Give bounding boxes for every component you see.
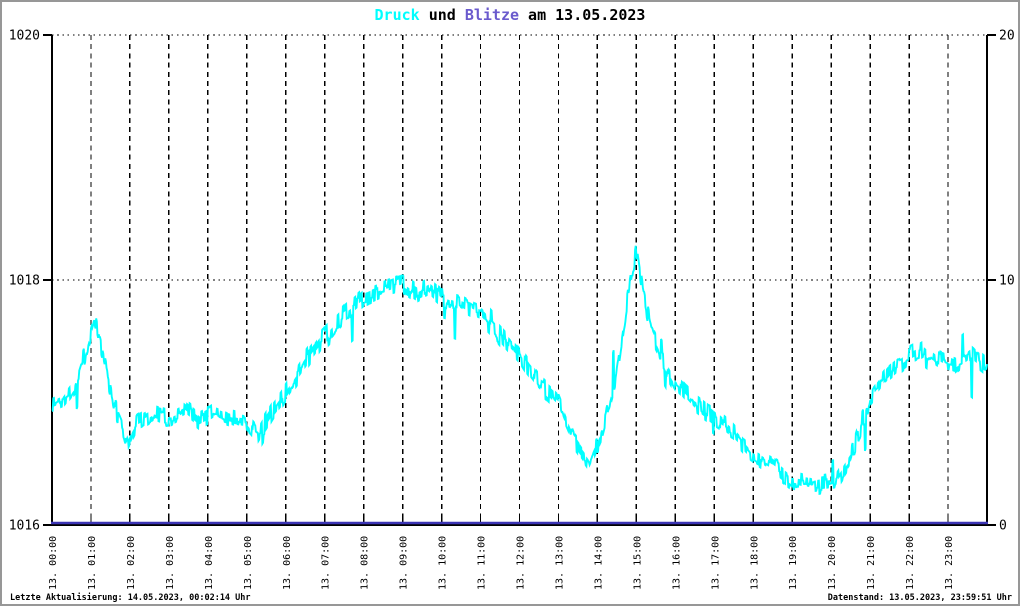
y-axis-left-label: 1020 bbox=[9, 29, 40, 44]
x-tick-label: 13. 16:00 bbox=[671, 536, 682, 590]
x-tick-label: 13. 11:00 bbox=[477, 536, 488, 590]
x-tick-label: 13. 23:00 bbox=[944, 536, 955, 590]
x-tick-label: 13. 00:00 bbox=[48, 536, 59, 590]
x-tick-label: 13. 01:00 bbox=[87, 536, 98, 590]
title-series-blitze-label: Blitze bbox=[464, 6, 520, 24]
x-tick-label: 13. 22:00 bbox=[905, 536, 916, 590]
last-update-text: Letzte Aktualisierung: 14.05.2023, 00:02… bbox=[10, 593, 251, 603]
y-axis-left-label: 1016 bbox=[9, 519, 40, 534]
x-tick-label: 13. 21:00 bbox=[866, 536, 877, 590]
chart-title: Druck und Blitze am 13.05.2023 bbox=[2, 6, 1018, 24]
x-tick-label: 13. 08:00 bbox=[360, 536, 371, 590]
y-axis-right-label: 0 bbox=[999, 519, 1007, 534]
x-tick-label: 13. 06:00 bbox=[282, 536, 293, 590]
x-tick-label: 13. 10:00 bbox=[438, 536, 449, 590]
y-axis-left-label: 1018 bbox=[9, 274, 40, 289]
x-tick-label: 13. 14:00 bbox=[593, 536, 604, 590]
title-conjunction-text: und bbox=[419, 6, 465, 24]
x-tick-label: 13. 07:00 bbox=[321, 536, 332, 590]
pressure-line bbox=[51, 245, 988, 495]
x-tick-label: 13. 19:00 bbox=[788, 536, 799, 590]
title-series-druck-label: Druck bbox=[374, 6, 420, 24]
x-tick-label: 13. 20:00 bbox=[827, 536, 838, 590]
y-axis-right-label: 10 bbox=[999, 274, 1015, 289]
x-tick-label: 13. 04:00 bbox=[204, 536, 215, 590]
x-tick-label: 13. 03:00 bbox=[165, 536, 176, 590]
x-tick-label: 13. 17:00 bbox=[710, 536, 721, 590]
x-tick-label: 13. 05:00 bbox=[243, 536, 254, 590]
x-tick-label: 13. 02:00 bbox=[126, 536, 137, 590]
y-axis-right-label: 20 bbox=[999, 29, 1015, 44]
x-tick-label: 13. 09:00 bbox=[399, 536, 410, 590]
x-tick-label: 13. 12:00 bbox=[516, 536, 527, 590]
title-date-text: am 13.05.2023 bbox=[519, 6, 646, 24]
x-tick-label: 13. 15:00 bbox=[632, 536, 643, 590]
data-timestamp-text: Datenstand: 13.05.2023, 23:59:51 Uhr bbox=[827, 593, 1012, 603]
x-tick-label: 13. 18:00 bbox=[749, 536, 760, 590]
x-tick-label: 13. 13:00 bbox=[554, 536, 565, 590]
